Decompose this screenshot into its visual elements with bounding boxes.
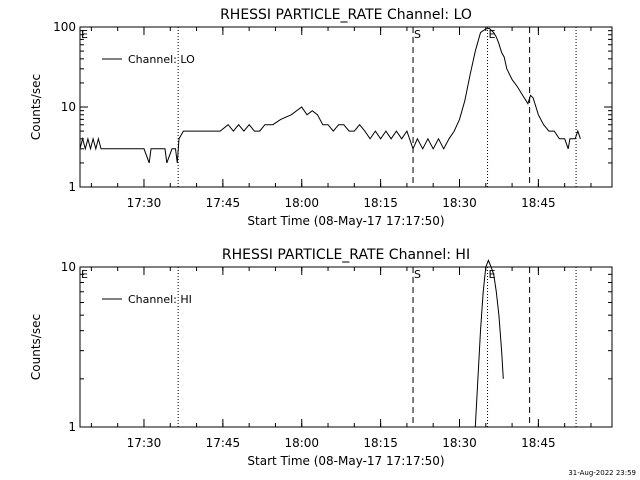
x-axis-label: Start Time (08-May-17 17:17:50) <box>247 214 444 228</box>
event-marker-label: E <box>81 268 88 281</box>
x-tick-label: 18:00 <box>284 436 319 450</box>
x-tick-label: 18:30 <box>442 196 477 210</box>
y-tick-label: 100 <box>53 20 76 34</box>
y-axis-label: Counts/sec <box>29 74 43 140</box>
x-tick-label: 18:30 <box>442 436 477 450</box>
y-axis-label: Counts/sec <box>29 314 43 380</box>
legend-entry: Channel: HI <box>128 293 192 306</box>
x-tick-label: 17:30 <box>127 436 162 450</box>
y-tick-label: 10 <box>61 260 76 274</box>
x-tick-label: 17:30 <box>127 196 162 210</box>
y-tick-label: 1 <box>68 180 76 194</box>
legend-entry: Channel: LO <box>128 53 195 66</box>
event-marker-label: S <box>414 268 421 281</box>
series-line <box>474 259 504 428</box>
panel-lo: RHESSI PARTICLE_RATE Channel: LO Start Ti… <box>29 7 613 228</box>
x-tick-label: 18:00 <box>284 196 319 210</box>
x-tick-label: 17:45 <box>206 436 241 450</box>
x-tick-label: 18:15 <box>363 436 398 450</box>
x-axis-label: Start Time (08-May-17 17:17:50) <box>247 454 444 468</box>
chart-title: RHESSI PARTICLE_RATE Channel: HI <box>222 247 470 263</box>
x-tick-label: 18:15 <box>363 196 398 210</box>
plot-frame <box>79 266 613 428</box>
x-tick-label: 17:45 <box>206 196 241 210</box>
event-marker-label: S <box>414 28 421 41</box>
chart-title: RHESSI PARTICLE_RATE Channel: LO <box>220 7 472 23</box>
series-line <box>79 27 581 164</box>
y-tick-label: 10 <box>61 100 76 114</box>
y-tick-label: 1 <box>68 420 76 434</box>
event-marker-label: E <box>489 268 496 281</box>
footer-timestamp: 31-Aug-2022 23:59 <box>568 469 636 477</box>
x-tick-label: 18:45 <box>521 436 556 450</box>
x-tick-label: 18:45 <box>521 196 556 210</box>
plot-frame <box>79 26 613 188</box>
event-marker-label: E <box>489 28 496 41</box>
panel-hi: RHESSI PARTICLE_RATE Channel: HI Start Ti… <box>29 247 613 468</box>
event-marker-label: E <box>81 28 88 41</box>
